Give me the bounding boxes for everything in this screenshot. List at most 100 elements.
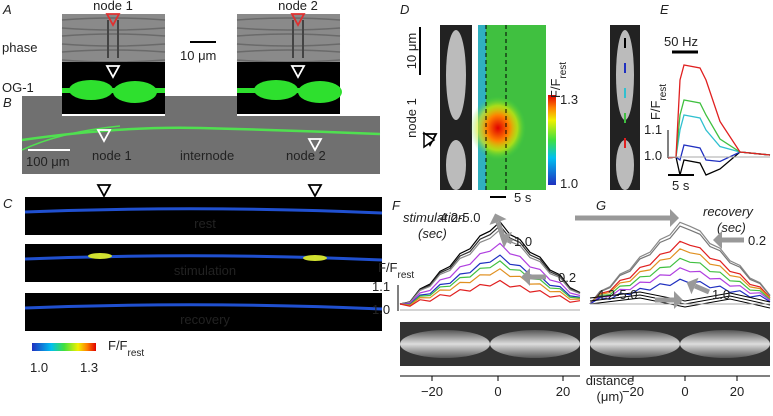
profile bbox=[399, 268, 581, 306]
phase-image bbox=[237, 14, 340, 62]
profile bbox=[589, 248, 771, 305]
curve-label: 4.2-5.0 bbox=[597, 287, 637, 302]
node-marker bbox=[290, 13, 306, 27]
curve-title: recovery bbox=[703, 204, 754, 219]
profile bbox=[399, 254, 581, 305]
profile bbox=[399, 228, 581, 305]
profile bbox=[399, 224, 581, 305]
hot-node bbox=[88, 253, 112, 259]
x-label: (μm) bbox=[597, 389, 624, 404]
strip-label: stimulation bbox=[174, 263, 236, 278]
panel-letter: A bbox=[2, 2, 12, 17]
node-label: node 2 bbox=[278, 0, 318, 13]
phase-texture bbox=[236, 27, 341, 31]
curve-label: 1.0 bbox=[514, 234, 532, 249]
panel-letter: F bbox=[392, 198, 401, 213]
node-marker bbox=[307, 184, 323, 198]
curve-title: (sec) bbox=[717, 220, 746, 235]
ratio-strip bbox=[25, 244, 382, 282]
profile bbox=[589, 240, 771, 305]
x-tick-label: 20 bbox=[730, 384, 744, 399]
phase-texture bbox=[236, 59, 341, 63]
profile bbox=[589, 221, 771, 305]
strip-label: recovery bbox=[180, 312, 230, 327]
overview-image-mid bbox=[165, 96, 237, 116]
profile bbox=[589, 297, 771, 309]
label: internode bbox=[180, 148, 234, 163]
arrow-head bbox=[713, 231, 722, 249]
scale-label: 10 μm bbox=[404, 33, 419, 69]
ratio-strip bbox=[25, 293, 382, 331]
phase-texture bbox=[61, 33, 166, 37]
node-marker bbox=[96, 129, 112, 143]
phase-texture bbox=[236, 43, 341, 47]
hot-node bbox=[303, 255, 327, 261]
phase-texture bbox=[61, 43, 166, 47]
overview-image bbox=[22, 116, 380, 174]
colorbar-label-sub: rest bbox=[128, 348, 145, 359]
ratio-axon bbox=[24, 303, 383, 311]
axon-image bbox=[680, 330, 770, 358]
axon-trace bbox=[21, 125, 121, 151]
curve-label: 0.2 bbox=[748, 233, 766, 248]
profile bbox=[399, 220, 581, 305]
overview-image-left bbox=[22, 96, 62, 116]
curve-title: (sec) bbox=[418, 226, 447, 241]
row-label: phase bbox=[2, 40, 37, 55]
axon-image bbox=[616, 30, 634, 120]
x-tick-label: 0 bbox=[494, 384, 501, 399]
label: node 1 bbox=[92, 148, 132, 163]
axon-image bbox=[616, 140, 634, 190]
colorbar-tick: 1.0 bbox=[560, 176, 578, 191]
phase-texture bbox=[61, 49, 166, 53]
panel-letter: G bbox=[596, 198, 606, 213]
strip-label: rest bbox=[194, 216, 216, 231]
profile bbox=[589, 291, 771, 303]
node-constriction bbox=[107, 20, 119, 58]
axon-image bbox=[400, 330, 490, 358]
trace bbox=[667, 64, 771, 159]
node-marker bbox=[105, 65, 121, 79]
arrow bbox=[506, 237, 514, 245]
x-tick-label: −20 bbox=[421, 384, 443, 399]
node-label: node 1 bbox=[93, 0, 133, 13]
panel-letter: C bbox=[3, 196, 13, 211]
colorbar-tick: 1.0 bbox=[30, 360, 48, 375]
panel-letter: D bbox=[400, 2, 409, 17]
colorbar-label-sub: rest bbox=[558, 62, 569, 79]
phase-texture bbox=[61, 17, 166, 21]
node-marker bbox=[290, 65, 306, 79]
colorbar-label-main: F/F bbox=[548, 79, 563, 99]
panel-letter: B bbox=[3, 95, 12, 110]
scale-label: 5 s bbox=[514, 190, 532, 205]
y-label-main: F/F bbox=[648, 101, 663, 121]
colorbar bbox=[32, 343, 96, 351]
axon-fluor bbox=[62, 88, 165, 93]
profile bbox=[589, 278, 771, 305]
arrow-head bbox=[674, 291, 683, 309]
phase-texture bbox=[61, 59, 166, 63]
node-marker bbox=[307, 138, 323, 152]
arrow-head bbox=[499, 231, 513, 249]
arrow-head bbox=[521, 268, 530, 286]
kymograph-hot bbox=[470, 96, 526, 160]
axon-image bbox=[446, 140, 466, 190]
scale-label: 100 μm bbox=[26, 154, 70, 169]
axon-image bbox=[590, 330, 680, 358]
profile bbox=[589, 257, 771, 305]
panel-letter: E bbox=[660, 2, 669, 17]
phase-image bbox=[62, 14, 165, 62]
node-constriction bbox=[292, 20, 304, 58]
arrow-head bbox=[686, 277, 699, 295]
colorbar bbox=[548, 95, 556, 185]
y-tick-label: 1.1 bbox=[644, 122, 662, 137]
phase-texture bbox=[236, 33, 341, 37]
ratio-axon bbox=[24, 207, 383, 215]
axon-trace bbox=[21, 126, 381, 142]
x-label: distance bbox=[586, 373, 634, 388]
y-label-main: F/F bbox=[378, 260, 398, 275]
x-tick-label: −20 bbox=[622, 384, 644, 399]
curve-label: 0.2 bbox=[558, 270, 576, 285]
